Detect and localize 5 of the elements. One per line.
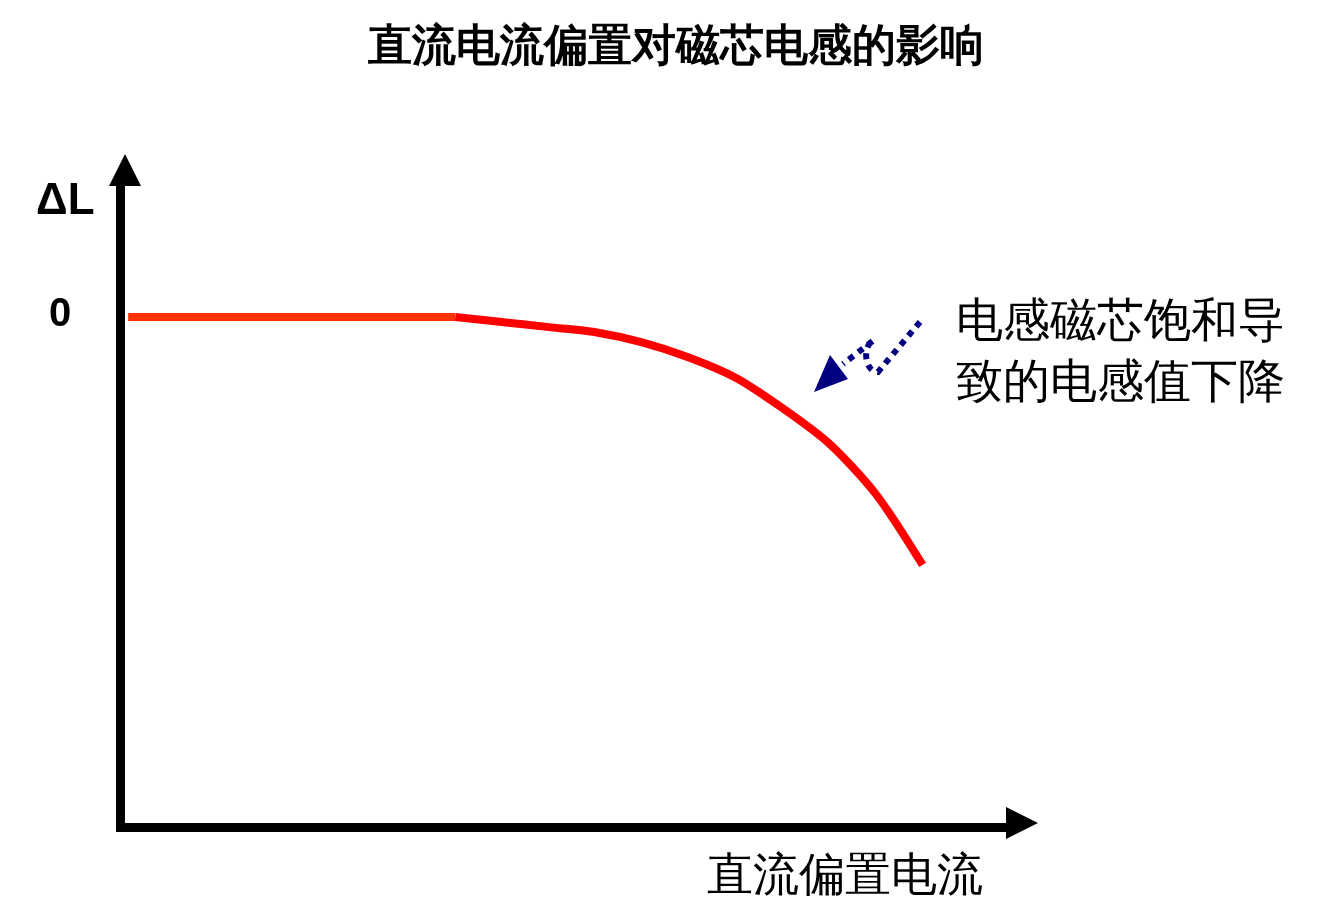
text: 0 <box>49 290 72 334</box>
chart-title: 直流电流偏置对磁芯电感的影响 <box>366 19 984 71</box>
x-axis-title: 直流偏置电流 <box>707 847 983 901</box>
y-axis-title: ΔL <box>36 174 95 223</box>
text: 电感磁芯饱和导致的电感值下降 <box>956 292 1285 409</box>
